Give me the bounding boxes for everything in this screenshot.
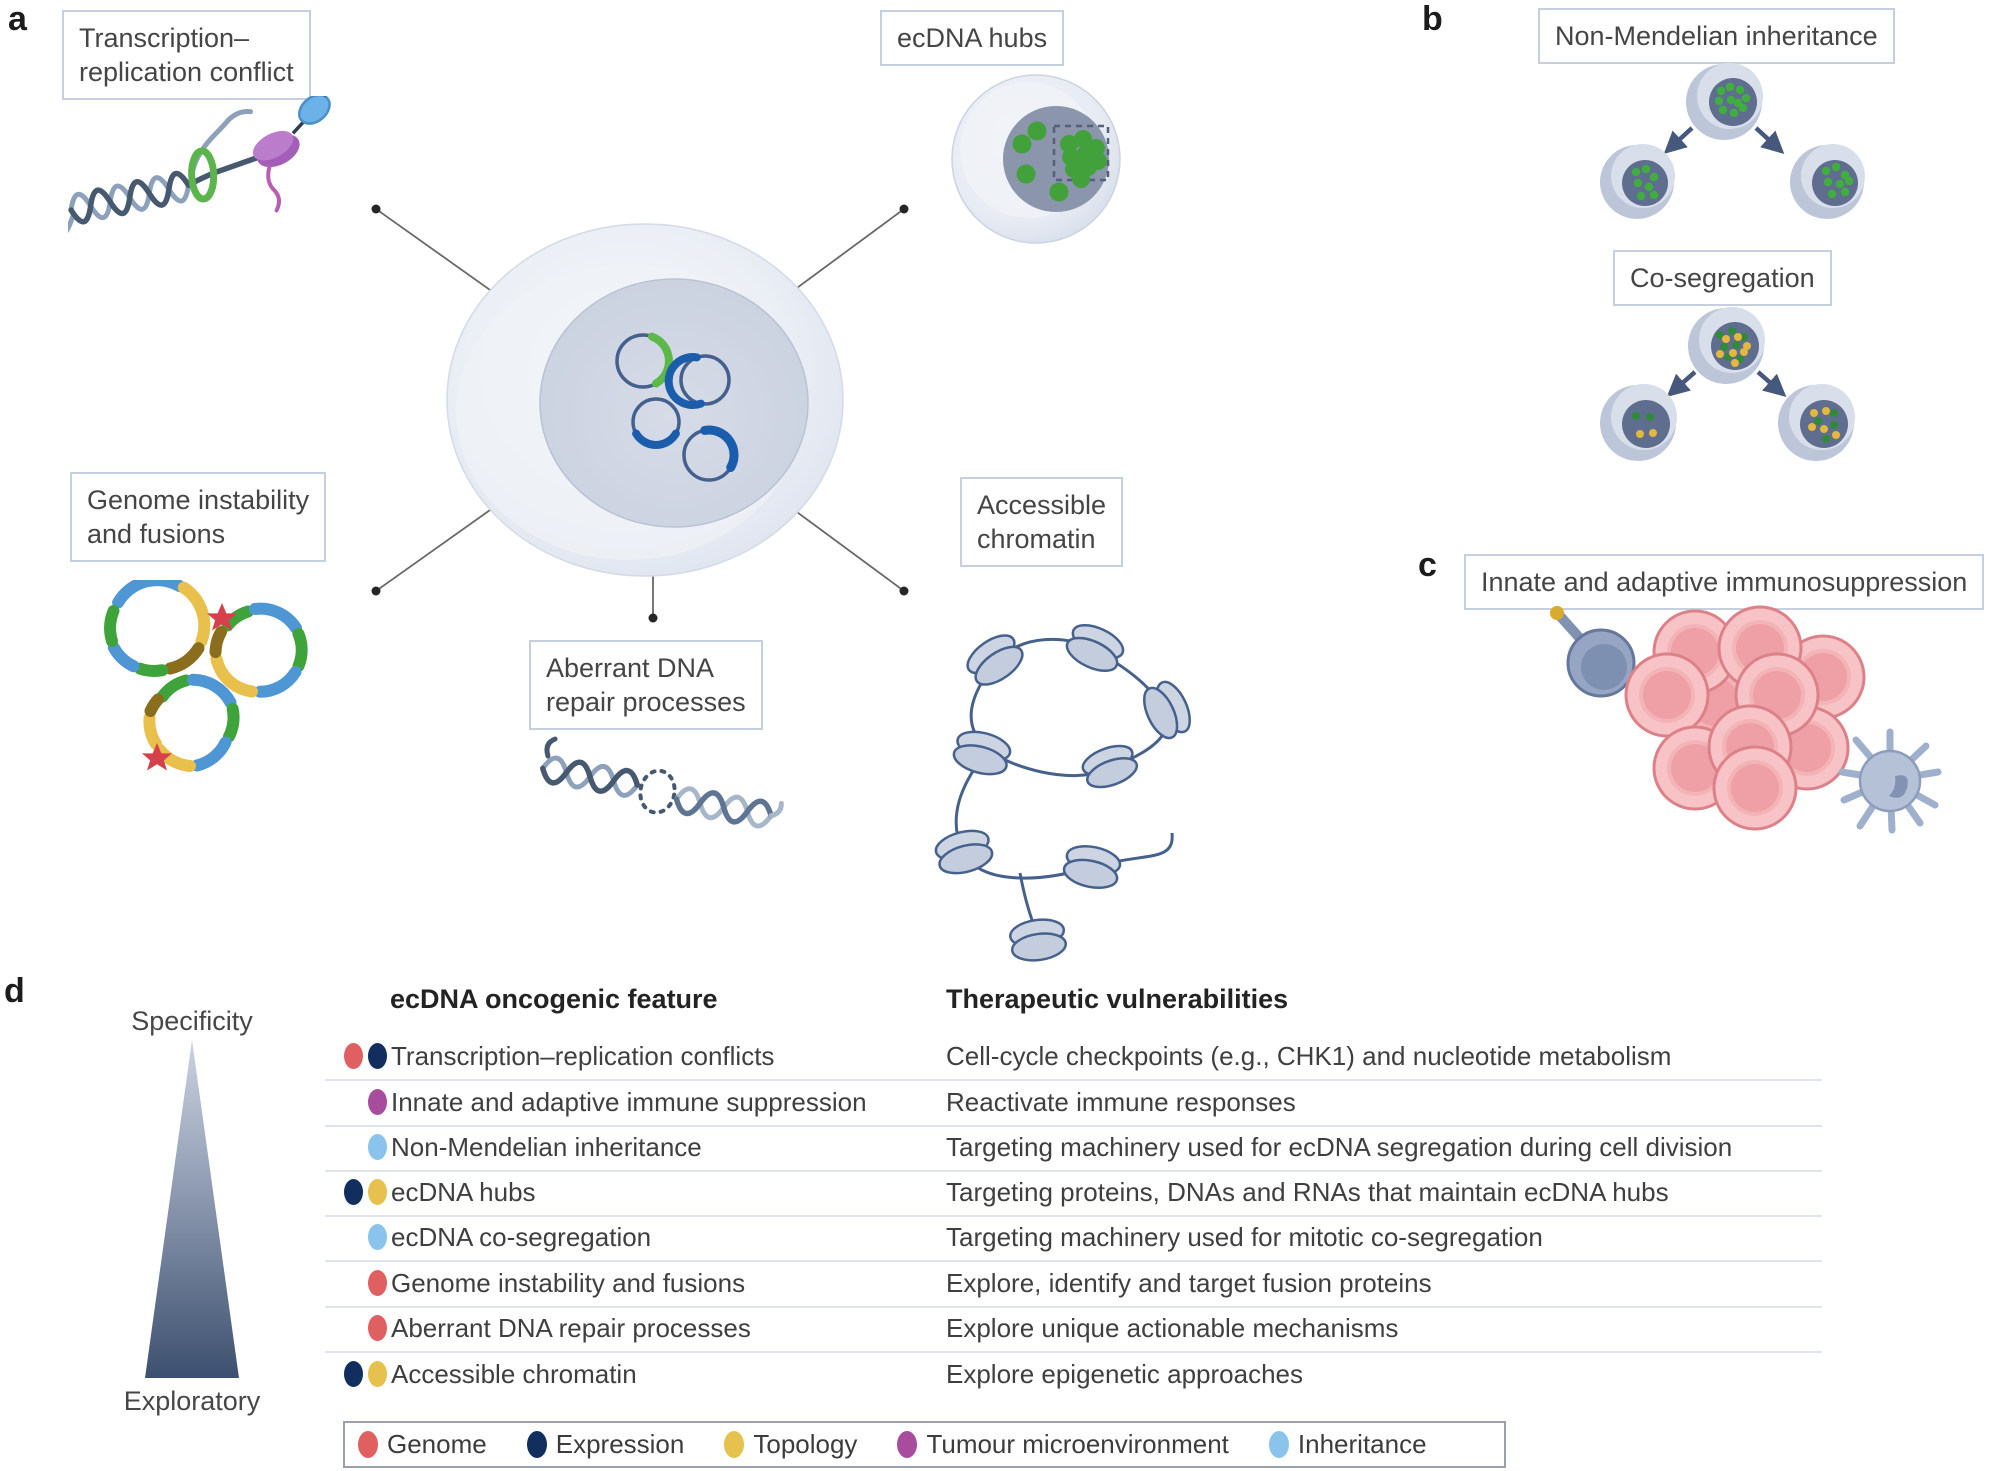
broken-dna-helix-illustration [540,736,784,829]
feature-cell: Non-Mendelian inheritance [391,1132,702,1162]
panel-d-letter: d [4,972,25,1010]
nucleosome-beads [934,624,1191,962]
expression-dot-icon [368,1043,387,1069]
legend-item-inheritance: Inheritance [1268,1429,1427,1460]
nm-daughter-right [1790,144,1865,219]
coseg-daughter-right [1778,384,1855,461]
genome-dot-icon [368,1270,387,1296]
specificity-gradient-triangle [145,1040,239,1378]
inheritance-cell-division-illustration [1600,63,1865,461]
accessible-chromatin-illustration [934,624,1191,962]
immunosuppression-illustration [1550,605,1942,834]
genome-dot-icon [368,1315,387,1341]
panel-c-letter: c [1418,546,1437,584]
label-immunosuppression: Innate and adaptive immunosuppression [1464,554,1985,610]
table-row: Transcription–replication conflicts Cell… [325,1033,1822,1081]
expression-dot-icon [344,1361,363,1387]
vulnerability-cell: Targeting proteins, DNAs and RNAs that m… [946,1177,1669,1207]
label-genome-instability: Genome instability and fusions [70,472,327,562]
genome-dot-icon [344,1043,363,1069]
feature-category-dots [325,1260,387,1306]
feature-category-dots [325,1124,387,1170]
label-ecdna-hubs: ecDNA hubs [880,10,1065,66]
vulnerability-cell: Explore unique actionable mechanisms [946,1313,1399,1343]
legend-item-tumour-microenvironment: Tumour microenvironment [897,1429,1229,1460]
table-row: Non-Mendelian inheritance Targeting mach… [325,1124,1822,1172]
feature-cell: ecDNA co-segregation [391,1222,652,1252]
category-legend: Genome Expression Topology Tumour microe… [343,1421,1506,1468]
nm-daughter-left [1600,144,1675,219]
label-co-segregation: Co-segregation [1613,250,1832,306]
vulnerability-cell: Explore, identify and target fusion prot… [946,1268,1432,1298]
table-row: Innate and adaptive immune suppression R… [325,1079,1822,1127]
feature-category-dots [325,1169,387,1215]
vulnerability-cell: Cell-cycle checkpoints (e.g., CHK1) and … [946,1041,1672,1071]
central-tumour-cell-illustration [371,204,909,623]
specificity-axis-bottom-label: Exploratory [123,1386,261,1416]
specificity-axis-top-label: Specificity [131,1006,253,1036]
legend-item-expression: Expression [526,1429,684,1460]
legend-item-genome: Genome [358,1429,487,1460]
label-accessible-chromatin: Accessible chromatin [960,477,1124,567]
panel-a-letter: a [8,0,27,38]
feature-cell: Genome instability and fusions [391,1268,746,1298]
coseg-daughter-left [1600,384,1677,461]
feature-cell: Aberrant DNA repair processes [391,1313,751,1343]
table-row: ecDNA co-segregation Targeting machinery… [325,1214,1822,1262]
tumour-microenvironment-dot-icon [368,1089,387,1115]
vulnerability-cell: Reactivate immune responses [946,1087,1296,1117]
table-row: ecDNA hubs Targeting proteins, DNAs and … [325,1169,1822,1217]
inheritance-dot-icon [368,1134,387,1160]
inheritance-dot-icon [1268,1431,1289,1458]
feature-category-dots [325,1079,387,1125]
label-transcription-replication-conflict: Transcription– replication conflict [62,10,311,100]
genome-instability-rings-illustration [104,580,308,772]
dendritic-cell [1838,728,1942,834]
vulnerability-cell: Explore epigenetic approaches [946,1359,1304,1389]
topology-dot-icon [368,1361,387,1387]
feature-category-dots [325,1351,387,1397]
vulnerability-cell: Targeting machinery used for mitotic co-… [946,1222,1543,1252]
feature-category-dots [325,1214,387,1260]
panel-b-letter: b [1422,0,1443,38]
vulnerability-cell: Targeting machinery used for ecDNA segre… [946,1132,1733,1162]
coseg-parent-cell [1688,307,1765,384]
table-row: Aberrant DNA repair processes Explore un… [325,1305,1822,1353]
tumour-cell-cluster [1624,605,1866,831]
table-row: Accessible chromatin Explore epigenetic … [325,1351,1822,1397]
genome-dot-icon [358,1431,378,1458]
red-star-icon [142,603,237,771]
table-row: Genome instability and fusions Explore, … [325,1260,1822,1308]
topology-dot-icon [368,1179,387,1205]
tumour-microenvironment-dot-icon [897,1431,918,1458]
t-cell [1550,606,1636,698]
feature-cell: ecDNA hubs [391,1177,536,1207]
expression-dot-icon [344,1179,363,1205]
label-non-mendelian-inheritance: Non-Mendelian inheritance [1538,8,1895,64]
column-header-vulnerability: Therapeutic vulnerabilities [946,984,1289,1014]
feature-cell: Transcription–replication conflicts [391,1041,775,1071]
expression-dot-icon [526,1431,547,1458]
inheritance-dot-icon [368,1224,387,1250]
topology-dot-icon [724,1431,745,1458]
ecdna-hubs-cell-illustration [951,74,1121,244]
feature-category-dots [325,1033,387,1079]
legend-item-topology: Topology [724,1429,857,1460]
connector-dots [371,204,909,623]
feature-category-dots [325,1305,387,1351]
column-header-feature: ecDNA oncogenic feature [390,984,718,1014]
nm-parent-cell [1686,63,1763,140]
feature-cell: Accessible chromatin [391,1359,637,1389]
feature-cell: Innate and adaptive immune suppression [391,1087,867,1117]
label-aberrant-dna-repair: Aberrant DNA repair processes [529,640,763,730]
ecdna-green-dots [1012,121,1107,202]
transcription-replication-illustration [68,96,331,241]
